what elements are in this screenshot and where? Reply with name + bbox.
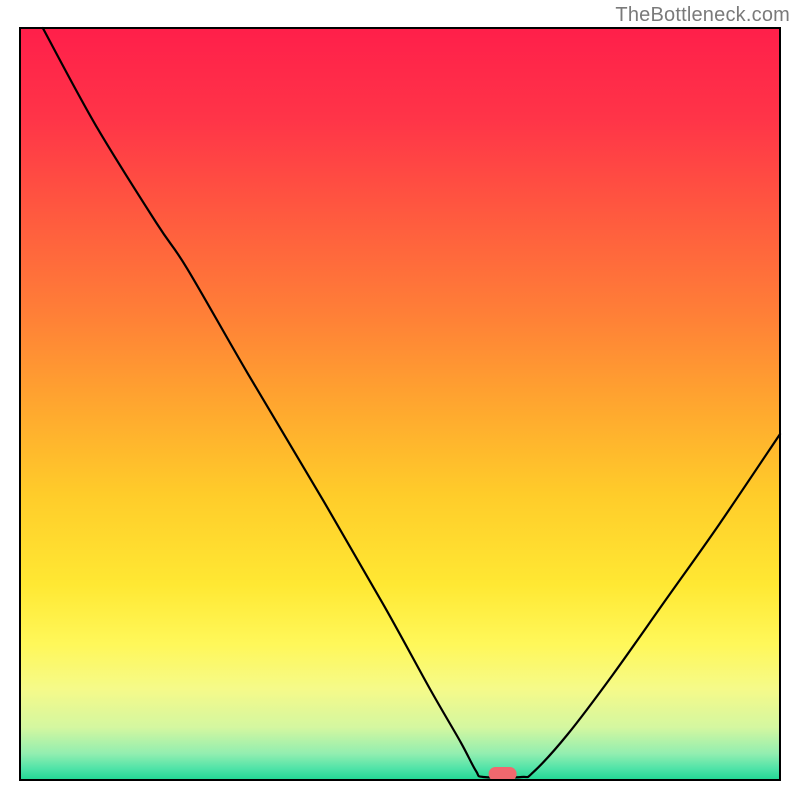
bottleneck-chart xyxy=(0,0,800,800)
optimal-marker xyxy=(489,767,517,781)
watermark-text: TheBottleneck.com xyxy=(615,4,790,27)
gradient-background xyxy=(20,28,780,780)
